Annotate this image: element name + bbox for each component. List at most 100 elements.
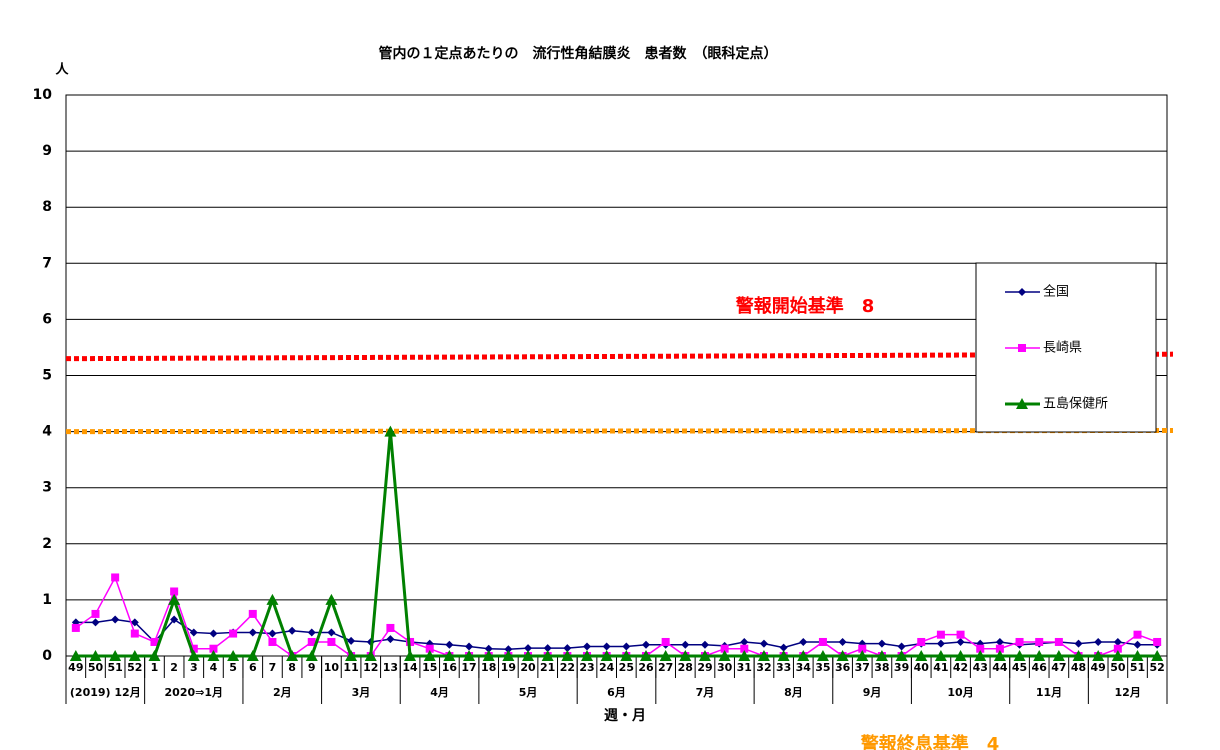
data-point [170, 587, 179, 596]
data-point [1133, 630, 1142, 639]
data-point [305, 650, 318, 661]
data-point [779, 643, 788, 652]
data-point [463, 650, 476, 661]
data-point [679, 650, 692, 661]
data-point [1092, 650, 1105, 661]
month-label: (2019) 12月 [70, 686, 141, 699]
series-line [75, 575, 1158, 657]
data-point [209, 644, 218, 653]
data-point [268, 637, 277, 646]
x-tick-label: 2 [170, 661, 178, 674]
month-label: 2020⇒1月 [165, 686, 224, 699]
x-tick-label: 12 [363, 661, 378, 674]
data-point [917, 637, 926, 646]
data-point [1131, 650, 1144, 661]
data-point [286, 650, 299, 661]
x-tick-label: 15 [422, 661, 437, 674]
data-point [502, 650, 515, 661]
data-point [327, 637, 336, 646]
x-tick-label: 37 [855, 661, 870, 674]
data-point [347, 636, 356, 645]
data-point [207, 650, 220, 661]
x-tick-label: 5 [229, 661, 237, 674]
data-point [1013, 650, 1026, 661]
x-tick-label: 32 [756, 661, 771, 674]
x-tick-label: 26 [638, 661, 654, 674]
data-point [543, 644, 552, 653]
data-point [583, 642, 592, 651]
x-tick-label: 34 [796, 661, 812, 674]
x-tick-label: 47 [1051, 661, 1066, 674]
data-point [246, 650, 259, 661]
data-point [700, 640, 709, 649]
y-tick-label: 5 [42, 368, 52, 384]
x-tick-label: 43 [973, 661, 988, 674]
data-point [698, 650, 711, 661]
y-tick-label: 0 [42, 648, 52, 664]
x-tick-label: 48 [1071, 661, 1086, 674]
month-label: 10月 [947, 686, 973, 699]
data-point [757, 650, 770, 661]
x-tick-label: 38 [874, 661, 889, 674]
x-tick-label: 36 [835, 661, 851, 674]
data-point [248, 628, 257, 637]
data-point [404, 650, 417, 661]
data-point [386, 623, 395, 632]
data-point [561, 650, 574, 661]
x-tick-label: 20 [520, 661, 536, 674]
x-tick-label: 44 [992, 661, 1008, 674]
x-tick-label: 22 [560, 661, 575, 674]
y-tick-label: 4 [42, 424, 52, 440]
month-label: 11月 [1036, 686, 1062, 699]
data-point [1072, 650, 1085, 661]
data-point [718, 650, 731, 661]
x-tick-label: 49 [1091, 661, 1106, 674]
data-point [109, 650, 122, 661]
x-tick-label: 42 [953, 661, 968, 674]
data-point [620, 650, 633, 661]
data-point [661, 637, 670, 646]
data-point [1015, 637, 1024, 646]
x-tick-label: 10 [324, 661, 340, 674]
data-point [150, 637, 159, 646]
x-tick-label: 35 [815, 661, 830, 674]
x-tick-label: 52 [1150, 661, 1165, 674]
x-tick-label: 17 [461, 661, 476, 674]
data-point [740, 644, 749, 653]
data-point [622, 642, 631, 651]
data-point [189, 644, 198, 653]
x-tick-label: 41 [933, 661, 948, 674]
data-point [307, 628, 316, 637]
data-point [71, 623, 80, 632]
data-point [915, 650, 928, 661]
data-point [325, 593, 338, 605]
data-point [1113, 644, 1122, 653]
month-label: 6月 [607, 686, 626, 699]
x-tick-label: 14 [402, 661, 418, 674]
data-point [189, 628, 198, 637]
data-point [1153, 637, 1162, 646]
data-point [307, 637, 316, 646]
data-point [1035, 637, 1044, 646]
series-line [75, 618, 1158, 651]
x-tick-label: 3 [190, 661, 198, 674]
x-tick-label: 13 [383, 661, 398, 674]
data-point [877, 639, 886, 648]
data-point [443, 650, 456, 661]
month-label: 12月 [1115, 686, 1141, 699]
data-point [423, 650, 436, 661]
x-tick-label: 8 [288, 661, 296, 674]
data-point [229, 629, 238, 638]
data-point [993, 650, 1006, 661]
data-point [858, 644, 867, 653]
data-point [816, 650, 829, 661]
data-point [484, 644, 493, 653]
y-tick-label: 10 [33, 87, 53, 103]
data-point [111, 615, 120, 624]
data-point [1033, 650, 1046, 661]
data-point [1052, 650, 1065, 661]
legend-marker [1018, 344, 1026, 352]
month-label: 3月 [352, 686, 371, 699]
x-tick-label: 52 [127, 661, 142, 674]
data-point [445, 640, 454, 649]
